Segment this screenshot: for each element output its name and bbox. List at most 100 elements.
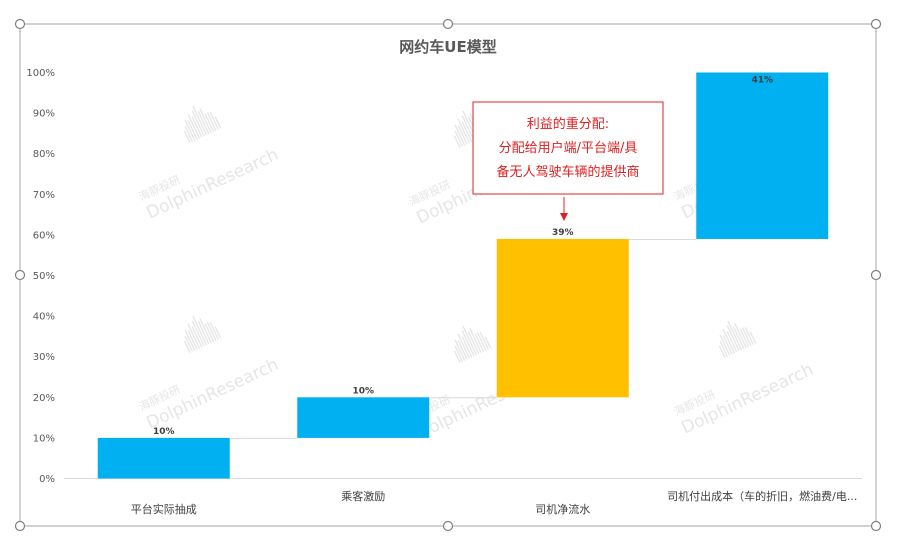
watermark-logo-bar — [484, 336, 492, 349]
y-tick-label: 100% — [26, 68, 55, 79]
y-tick-label: 40% — [33, 312, 55, 323]
watermark-logo-bar — [461, 121, 473, 143]
watermark-logo-bar — [479, 332, 489, 350]
watermark-logo-bar — [199, 108, 212, 134]
watermark-logo-bar — [469, 328, 482, 354]
watermark-logo-bar — [214, 116, 222, 129]
y-axis: 0% 10% 20% 30% 40% 50% 60% 70% 80% 90% 100% — [26, 68, 55, 485]
data-label-2: 10% — [352, 386, 374, 396]
watermark-logo-bar — [467, 330, 480, 355]
watermark-logo-bar — [718, 345, 726, 359]
watermark-logo-bar — [454, 124, 466, 146]
watermark-logo-bar — [184, 125, 194, 142]
annotation-callout: 利益的重分配: 分配给用户端/平台端/具 备无人驾驶车辆的提供商 — [472, 101, 664, 221]
resize-handle-middle-right[interactable] — [870, 269, 882, 281]
watermark-logo-bar — [726, 331, 738, 353]
bars — [97, 72, 829, 479]
watermark-logo-bar — [461, 336, 473, 358]
y-tick-label: 20% — [33, 393, 55, 404]
watermark-logo-bar — [187, 113, 201, 139]
annotation-line-1: 利益的重分配: — [527, 116, 609, 132]
resize-handle-top-left[interactable] — [14, 18, 26, 30]
chart-title: 网约车UE模型 — [399, 38, 496, 56]
data-labels: 10% 10% 39% 41% — [153, 76, 773, 437]
y-tick-label: 80% — [33, 149, 55, 160]
watermark-logo-bar — [476, 332, 487, 351]
watermark-logo-bar — [741, 327, 752, 346]
watermark-logo-bar — [191, 116, 203, 138]
bar-1 — [97, 437, 230, 479]
annotation-box — [472, 101, 664, 195]
resize-handle-middle-left[interactable] — [14, 269, 26, 281]
watermark-logo-bar — [204, 323, 215, 343]
watermark-logo-bar — [184, 335, 194, 352]
watermark-logo-bar — [187, 323, 201, 349]
watermark-logo-bar — [204, 113, 215, 133]
watermark-logo-bar — [457, 118, 471, 144]
watermark-logo-bar — [719, 340, 729, 357]
watermark-logo-bar — [744, 327, 754, 345]
watermark-logo-bar — [461, 330, 475, 357]
resize-handle-top-center[interactable] — [442, 18, 454, 30]
x-tick-label-4: 司机付出成本（车的折旧，燃油费/电... — [667, 489, 857, 503]
watermark-logo-bar — [739, 328, 750, 348]
watermark-logo-bar — [192, 105, 208, 136]
x-tick-label-1: 平台实际抽成 — [131, 502, 197, 516]
watermark-logo-bar — [183, 340, 191, 354]
x-tick-label-2: 乘客激励 — [341, 489, 385, 503]
watermark-logo-bar — [184, 119, 196, 141]
watermark-logo-bar — [726, 325, 740, 352]
watermark-logo-bar — [462, 325, 478, 356]
watermark-logo-bar — [191, 320, 205, 347]
watermark-logo-bar — [191, 110, 205, 137]
y-tick-label: 70% — [33, 190, 55, 201]
watermark-logo-bar — [457, 125, 468, 145]
x-tick-label-3: 司机净流水 — [535, 502, 590, 516]
watermark-logo-bar — [453, 135, 461, 149]
watermark-logo-bar — [206, 322, 217, 341]
annotation-line-2: 分配给用户端/平台端/具 — [499, 140, 638, 156]
watermark-logo-bar — [461, 115, 475, 142]
watermark-logo-bar — [732, 325, 745, 350]
data-label-4: 41% — [751, 76, 773, 86]
y-tick-label: 0% — [39, 474, 55, 485]
watermark-logo-bar — [191, 326, 203, 348]
watermark-logo-bar — [183, 130, 191, 144]
bar-2 — [297, 397, 430, 438]
watermark-logo-bar — [187, 330, 198, 350]
watermark-logo-bar — [214, 326, 222, 339]
y-tick-label: 90% — [33, 109, 55, 120]
watermark-logo-bar — [184, 329, 196, 351]
resize-handle-bottom-center[interactable] — [442, 520, 454, 532]
y-tick-label: 50% — [33, 271, 55, 282]
watermark-logo-bar — [197, 110, 210, 135]
watermark-logo-bar — [192, 315, 208, 346]
resize-handle-bottom-right[interactable] — [870, 520, 882, 532]
watermark-logo-bar — [199, 318, 212, 344]
watermark-logo-bar — [454, 130, 464, 147]
watermark-logo-bar — [187, 120, 198, 140]
watermark-logo-bar — [197, 320, 210, 345]
resize-handle-top-right[interactable] — [870, 18, 882, 30]
watermark-logo-bar — [749, 331, 757, 344]
watermark-logo-bar — [457, 333, 471, 359]
watermark-logo-bar — [457, 340, 468, 360]
connector-lines — [229, 238, 697, 439]
watermark-logo-bar — [722, 335, 733, 355]
data-label-3: 39% — [552, 228, 574, 238]
resize-handle-bottom-left[interactable] — [14, 520, 26, 532]
watermark-logo-bar — [734, 323, 747, 349]
annotation-arrow-head — [560, 213, 568, 221]
y-tick-label: 10% — [33, 433, 55, 444]
data-label-1: 10% — [153, 427, 175, 437]
bar-3 — [496, 238, 629, 398]
watermark-logo-bar — [206, 112, 217, 131]
watermark-logo-bar — [453, 350, 461, 364]
watermark-logo-bar — [722, 328, 736, 354]
y-tick-label: 60% — [33, 230, 55, 241]
